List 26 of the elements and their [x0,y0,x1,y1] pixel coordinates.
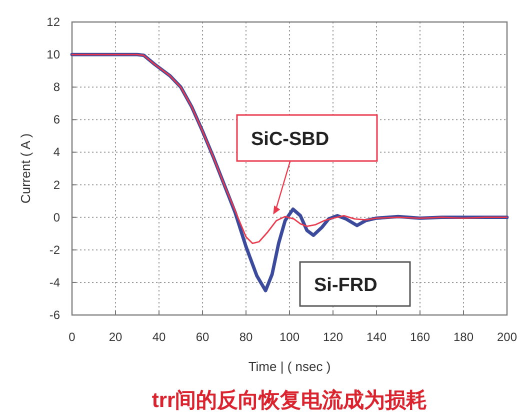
y-tick-label: -6 [49,308,60,322]
series-label: SiC-SBD [251,129,330,150]
x-tick-label: 100 [279,330,300,344]
x-tick-label: 180 [453,330,474,344]
x-tick-label: 120 [322,330,344,344]
y-tick-label: -4 [49,275,60,290]
x-tick-label: 200 [496,330,518,344]
text: trr间的反向恢复电流成为损耗 [152,388,428,412]
x-tick-label: 0 [68,330,76,344]
y-tick-label: 12 [46,15,60,29]
x-tick-label: 140 [366,330,387,344]
text: Si-FRD [314,275,378,296]
x-axis-title: Time | ( nsec ) [248,359,331,374]
y-tick-label: 2 [53,178,60,192]
y-tick-label: 0 [53,210,60,224]
y-tick-label: 6 [53,112,60,127]
x-tick-label: 40 [152,330,166,344]
x-tick-label: 160 [410,330,430,344]
x-tick-label: 20 [108,330,122,344]
y-tick-label: 10 [46,48,60,62]
y-tick-label: -2 [49,242,60,257]
y-axis-title: Current ( A ) [18,133,33,204]
y-tick-label: 8 [53,80,60,94]
x-tick-label: 60 [196,330,210,344]
y-tick-label: 4 [53,145,60,160]
x-tick-label: 80 [239,330,253,344]
